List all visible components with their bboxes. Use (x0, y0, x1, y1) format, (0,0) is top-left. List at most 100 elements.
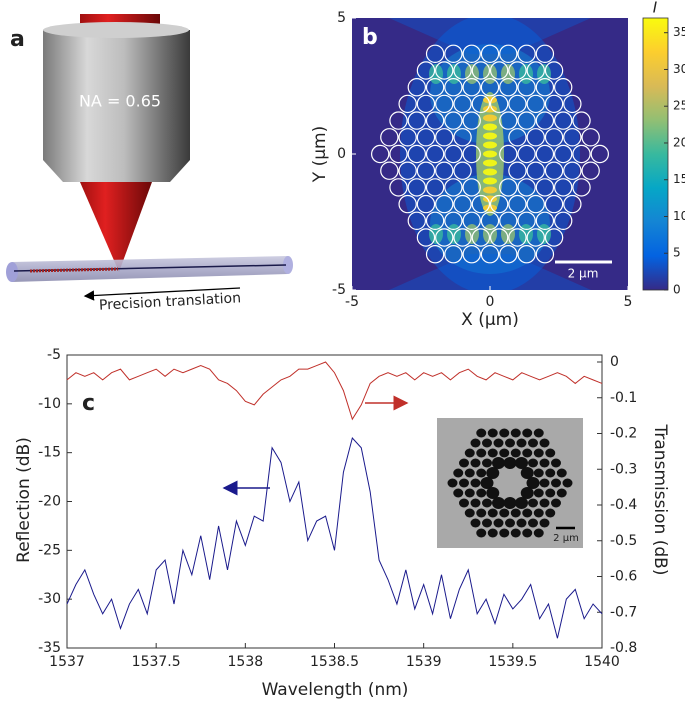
air-hole (380, 161, 399, 180)
y2-tick-label: -0.3 (610, 461, 637, 477)
inset-hole (470, 478, 481, 488)
y2-tick-label: -0.7 (610, 604, 637, 620)
inset-hole (522, 528, 533, 538)
panel-b: b 2 µm X (µm) Y (µm) I (310, 0, 669, 330)
air-hole (462, 244, 481, 264)
field-tail (389, 18, 591, 54)
colorbar-tick-label: 0 (673, 283, 681, 297)
air-hole (416, 161, 436, 180)
field-fringe (483, 168, 497, 176)
air-hole (489, 94, 509, 114)
fiber-end (283, 256, 293, 274)
air-hole (471, 194, 491, 214)
air-hole (535, 111, 555, 130)
inset-hole (510, 428, 521, 438)
x-tick-label: 1538.5 (310, 654, 359, 670)
inset-hole (470, 498, 481, 508)
air-hole (508, 161, 527, 180)
inset-hole (533, 508, 544, 518)
air-hole (535, 144, 555, 164)
y2-tick-label: -0.6 (610, 569, 637, 585)
inset-hole (476, 508, 487, 518)
inset-hole (480, 477, 494, 489)
inset-hole (545, 448, 556, 458)
inset-hole (487, 428, 498, 438)
air-hole (517, 111, 536, 130)
inset-hole (515, 457, 528, 469)
air-hole (554, 77, 573, 97)
air-hole (517, 77, 536, 97)
inset-hole (476, 448, 487, 458)
grating (29, 267, 119, 273)
air-hole (480, 77, 500, 97)
y-tick-label: -5 (332, 282, 346, 298)
air-hole (462, 211, 481, 230)
air-hole (489, 228, 509, 247)
air-hole (435, 94, 454, 114)
colorbar-label: I (653, 0, 658, 17)
colorbar-tick-label: 35 (673, 25, 685, 39)
inset-hole (503, 457, 517, 469)
inset-hole (551, 458, 561, 468)
air-hole (480, 44, 500, 63)
inset-hole (505, 438, 515, 448)
air-hole (407, 77, 426, 97)
air-hole (425, 111, 445, 130)
air-hole (453, 194, 472, 214)
y-tick-label: -35 (38, 640, 61, 656)
air-hole (416, 94, 436, 114)
air-hole (563, 94, 582, 114)
air-hole (407, 211, 426, 230)
inset-hole (539, 478, 550, 488)
panel-c: c Wavelength (nm) Reflection (dB) Transm… (14, 354, 670, 700)
inset-hole (482, 518, 492, 528)
x-tick-label: 1539.5 (488, 654, 537, 670)
inset-hole (533, 488, 544, 498)
field-fringe (483, 96, 497, 104)
inset-hole (499, 428, 510, 438)
air-hole (526, 194, 545, 214)
colorbar-tick-label: 25 (673, 99, 685, 113)
field-fringe (483, 150, 497, 158)
inset-hole (520, 467, 534, 479)
air-hole (480, 244, 500, 264)
air-hole (453, 94, 472, 114)
air-hole (535, 178, 555, 197)
field-fringe (483, 123, 497, 131)
panel-a: a NA = 0.65 Precision translation (6, 14, 293, 314)
field-fringe (483, 204, 497, 212)
air-hole (371, 144, 390, 164)
air-hole (535, 211, 555, 230)
colorbar-tick-label: 5 (673, 246, 681, 260)
air-hole (416, 228, 436, 247)
inset-hole (499, 508, 510, 518)
translation-label: Precision translation (99, 290, 242, 313)
inset-hole (539, 458, 550, 468)
air-hole (425, 77, 445, 97)
y-tick-label: -10 (38, 396, 61, 412)
air-hole (544, 161, 564, 180)
air-hole (480, 211, 500, 230)
air-hole (572, 178, 591, 197)
inset-hole (539, 438, 550, 448)
air-hole (389, 178, 408, 197)
air-hole (563, 161, 582, 180)
air-hole (517, 44, 536, 63)
air-hole (581, 128, 600, 147)
objective-top (43, 22, 189, 38)
inset-hole (453, 468, 464, 478)
air-hole (517, 211, 536, 230)
inset-hole (539, 498, 550, 508)
air-hole (425, 144, 445, 164)
y2-tick-label: -0.2 (610, 426, 637, 442)
air-hole (453, 128, 472, 147)
air-hole (453, 61, 472, 80)
y-tick-label: -20 (38, 494, 61, 510)
scale-bar-label: 2 µm (553, 533, 579, 544)
air-hole (499, 44, 518, 63)
air-hole (425, 211, 445, 230)
air-hole (444, 44, 463, 63)
air-holes (371, 44, 610, 264)
air-hole (517, 244, 536, 264)
